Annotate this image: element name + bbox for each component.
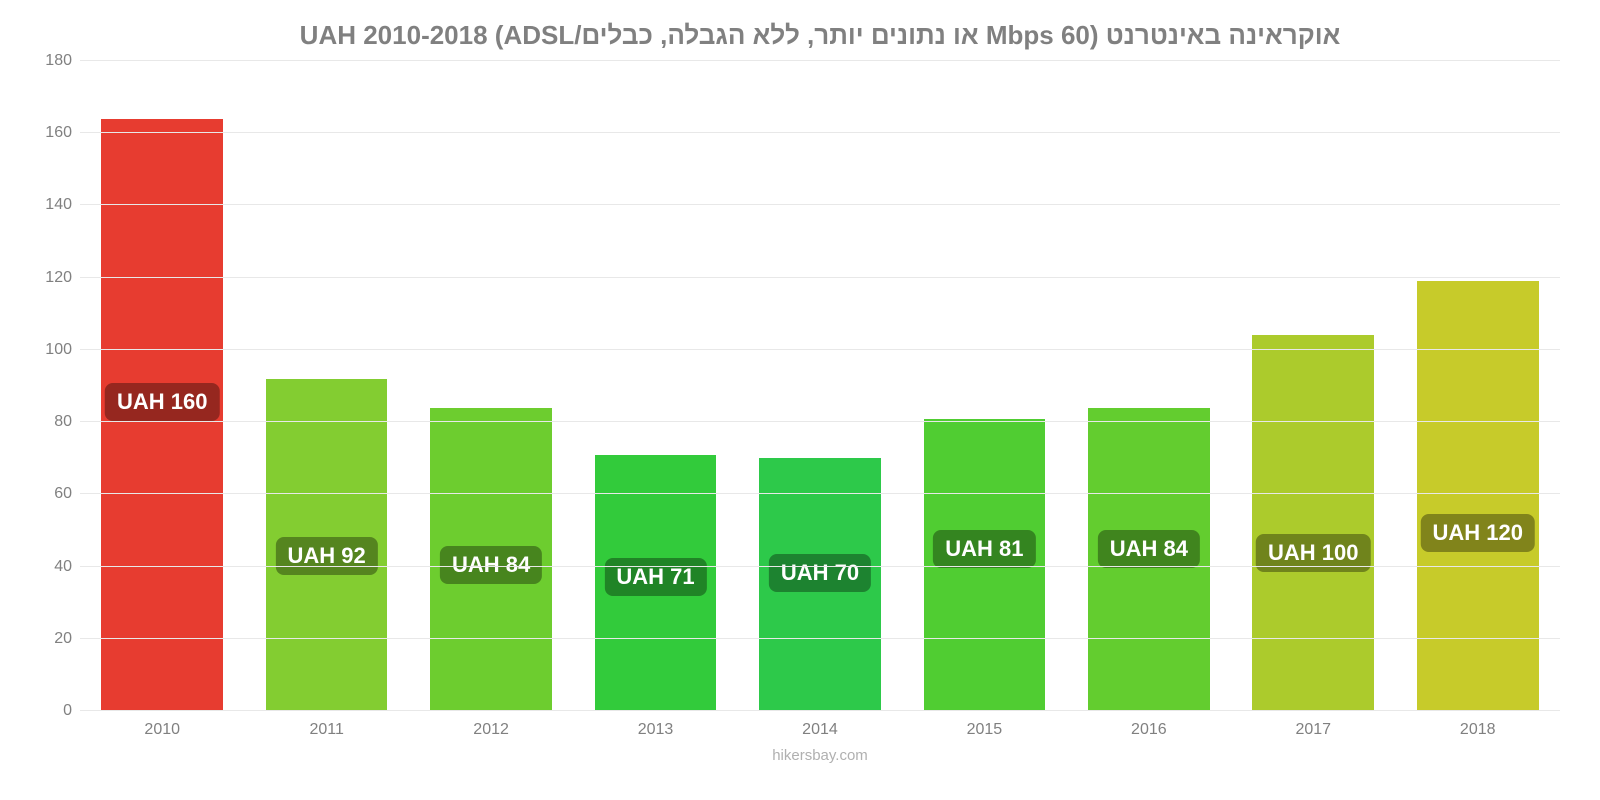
x-tick-label: 2015 bbox=[902, 721, 1066, 739]
plot-area: 020406080100120140160180 UAH 160UAH 92UA… bbox=[80, 61, 1560, 711]
bars-row: UAH 160 UAH 92 UAH 84 UAH 71 UAH 70 UAH 81 UAH… bbox=[80, 61, 1560, 711]
y-tick-label: 20 bbox=[54, 630, 72, 648]
grid-line bbox=[80, 710, 1560, 711]
bar: UAH 84 bbox=[430, 408, 552, 711]
value-label: UAH 92 bbox=[276, 537, 378, 575]
grid-line bbox=[80, 493, 1560, 494]
y-tick-label: 140 bbox=[45, 196, 72, 214]
grid-line bbox=[80, 60, 1560, 61]
grid-line bbox=[80, 638, 1560, 639]
value-label: UAH 71 bbox=[604, 558, 706, 596]
chart-title: אוקראינה באינטרנט (60 Mbps או נתונים יות… bbox=[80, 20, 1560, 51]
x-axis-labels: 201020112012201320142015201620172018 bbox=[80, 721, 1560, 739]
x-tick-label: 2014 bbox=[738, 721, 902, 739]
x-tick-label: 2017 bbox=[1231, 721, 1395, 739]
y-tick-label: 120 bbox=[45, 269, 72, 287]
value-label: UAH 84 bbox=[1098, 530, 1200, 568]
bar-slot: UAH 120 bbox=[1396, 61, 1560, 711]
value-label: UAH 81 bbox=[933, 530, 1035, 568]
bar-slot: UAH 92 bbox=[244, 61, 408, 711]
bar-slot: UAH 81 bbox=[902, 61, 1066, 711]
bar-slot: UAH 71 bbox=[573, 61, 737, 711]
y-tick-label: 100 bbox=[45, 341, 72, 359]
bar-slot: UAH 100 bbox=[1231, 61, 1395, 711]
bar: UAH 84 bbox=[1088, 408, 1210, 711]
bar-slot: UAH 70 bbox=[738, 61, 902, 711]
bar: UAH 160 bbox=[101, 119, 223, 711]
bar: UAH 120 bbox=[1417, 281, 1539, 711]
x-tick-label: 2013 bbox=[573, 721, 737, 739]
x-tick-label: 2010 bbox=[80, 721, 244, 739]
grid-line bbox=[80, 277, 1560, 278]
grid-line bbox=[80, 132, 1560, 133]
x-tick-label: 2012 bbox=[409, 721, 573, 739]
bar: UAH 92 bbox=[266, 379, 388, 711]
bar: UAH 100 bbox=[1252, 335, 1374, 711]
grid-line bbox=[80, 421, 1560, 422]
x-tick-label: 2016 bbox=[1067, 721, 1231, 739]
bar: UAH 70 bbox=[759, 458, 881, 711]
y-axis: 020406080100120140160180 bbox=[30, 61, 80, 711]
attribution: hikersbay.com bbox=[80, 747, 1560, 764]
value-label: UAH 70 bbox=[769, 554, 871, 592]
y-tick-label: 0 bbox=[63, 702, 72, 720]
y-tick-label: 40 bbox=[54, 558, 72, 576]
grid-line bbox=[80, 566, 1560, 567]
y-tick-label: 80 bbox=[54, 413, 72, 431]
x-tick-label: 2018 bbox=[1396, 721, 1560, 739]
grid-line bbox=[80, 204, 1560, 205]
bar-slot: UAH 84 bbox=[409, 61, 573, 711]
value-label: UAH 120 bbox=[1420, 514, 1534, 552]
bar-slot: UAH 84 bbox=[1067, 61, 1231, 711]
y-tick-label: 160 bbox=[45, 124, 72, 142]
grid-line bbox=[80, 349, 1560, 350]
y-tick-label: 180 bbox=[45, 52, 72, 70]
x-tick-label: 2011 bbox=[244, 721, 408, 739]
bar-slot: UAH 160 bbox=[80, 61, 244, 711]
chart-container: אוקראינה באינטרנט (60 Mbps או נתונים יות… bbox=[80, 20, 1560, 780]
y-tick-label: 60 bbox=[54, 485, 72, 503]
value-label: UAH 160 bbox=[105, 383, 219, 421]
